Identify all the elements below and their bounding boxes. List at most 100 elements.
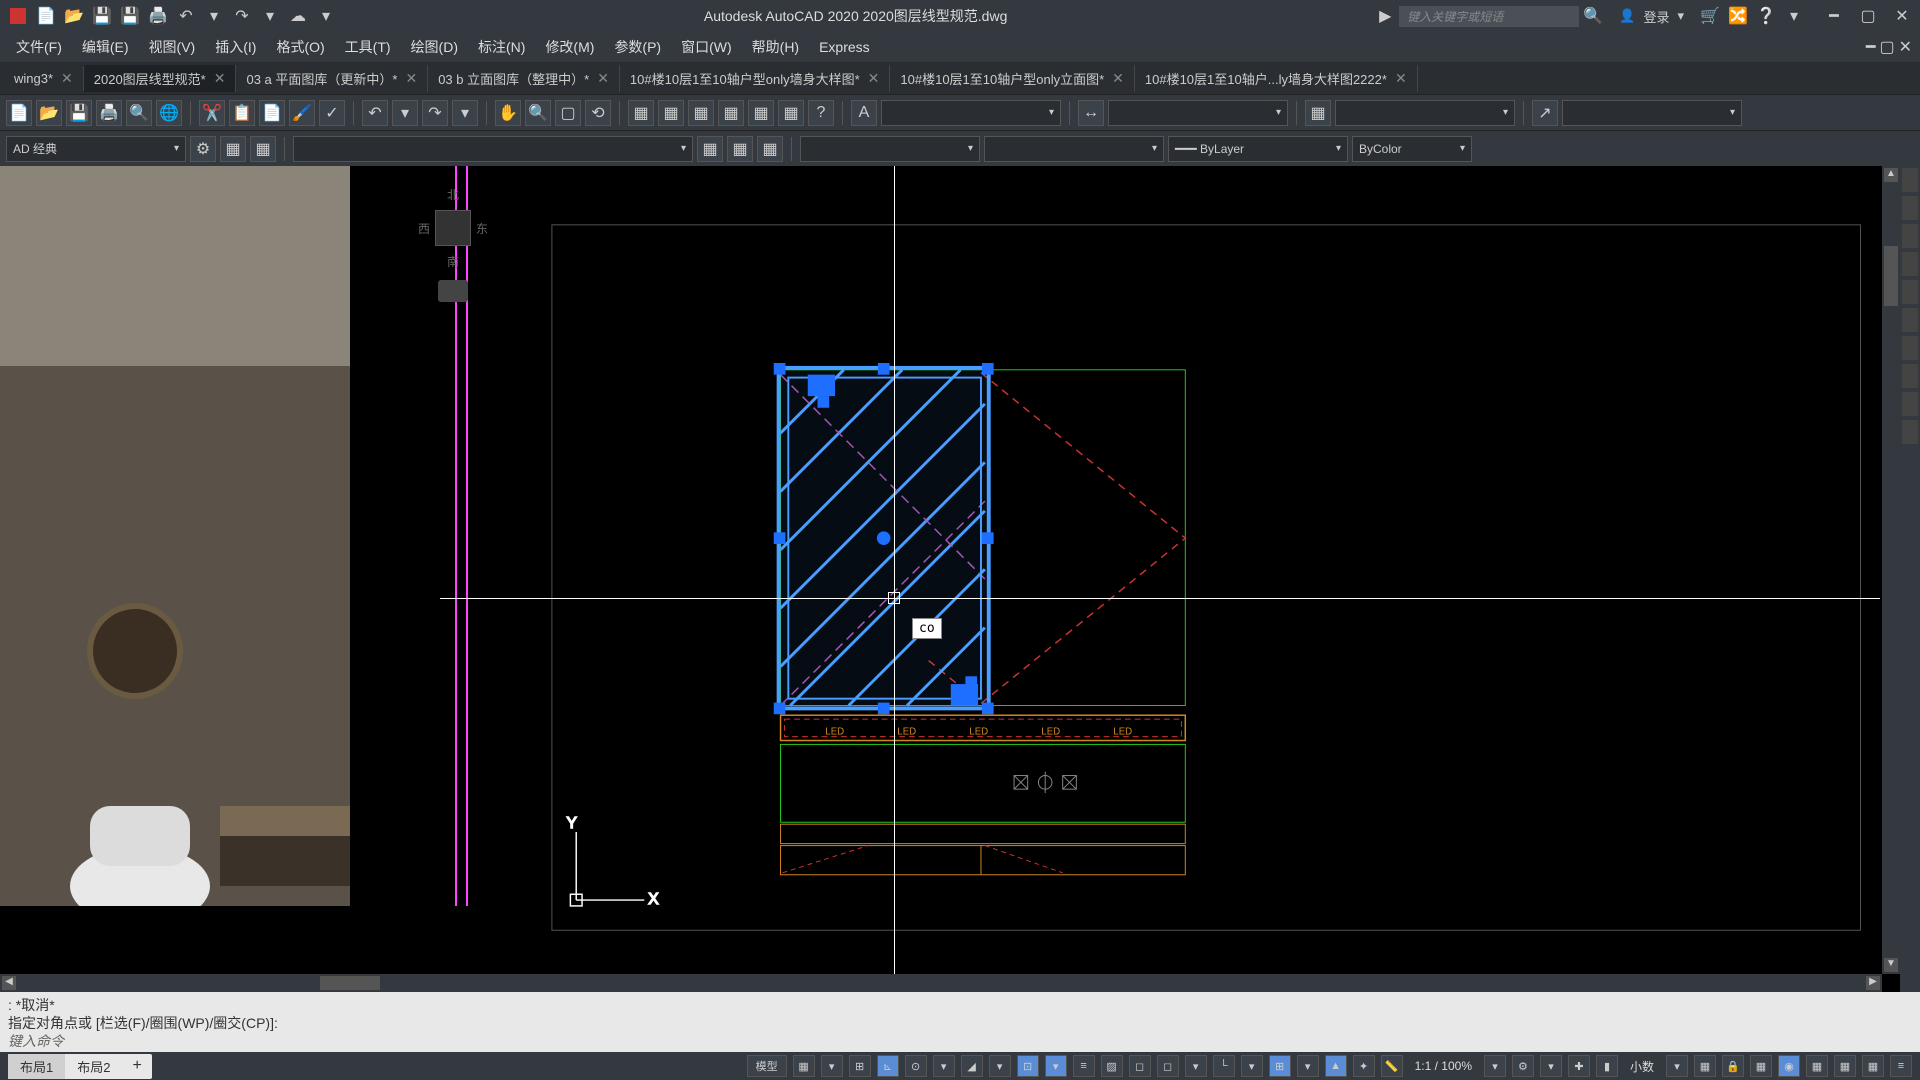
menu-draw[interactable]: 绘图(D) — [403, 33, 466, 61]
exchange-icon[interactable]: 🔀 — [1726, 4, 1750, 28]
preview-btn[interactable]: 🔍 — [126, 100, 152, 126]
table-btn[interactable]: ▦ — [1305, 100, 1331, 126]
tab-close-icon[interactable]: ✕ — [1112, 70, 1124, 87]
undo-dd-icon[interactable]: ▾ — [202, 4, 226, 28]
help-btn[interactable]: ? — [808, 100, 834, 126]
gear-icon[interactable]: ⚙ — [1512, 1055, 1534, 1077]
markup-btn[interactable]: ▦ — [748, 100, 774, 126]
menu-dimension[interactable]: 标注(N) — [470, 33, 533, 61]
saveas-icon[interactable]: 💾 — [118, 4, 142, 28]
layer-iso-btn[interactable]: ▦ — [697, 136, 723, 162]
copy-btn[interactable]: 📋 — [229, 100, 255, 126]
menu-express[interactable]: Express — [811, 35, 878, 59]
lineweight-dropdown[interactable]: ━━━ ByLayer▾ — [1168, 136, 1348, 162]
menu-tools[interactable]: 工具(T) — [337, 33, 399, 61]
tab-4[interactable]: 10#楼10层1至10轴户型only墙身大样图*✕ — [620, 65, 890, 92]
3dosnap-dd-icon[interactable]: ▾ — [1185, 1055, 1207, 1077]
layer-on-btn[interactable]: ▦ — [727, 136, 753, 162]
tab-5[interactable]: 10#楼10层1至10轴户型only立面图*✕ — [890, 65, 1134, 92]
tab-close-icon[interactable]: ✕ — [214, 70, 226, 87]
search-input[interactable]: 键入关键字或短语 — [1399, 6, 1579, 27]
tool-icon[interactable] — [1902, 168, 1918, 192]
gizmo-icon[interactable]: ✦ — [1353, 1055, 1375, 1077]
tab-6[interactable]: 10#楼10层1至10轴户...ly墙身大样图2222*✕ — [1135, 65, 1418, 92]
menu-view[interactable]: 视图(V) — [141, 33, 204, 61]
zoom-label[interactable]: 1:1 / 100% — [1415, 1059, 1472, 1073]
redo-dd-icon[interactable]: ▾ — [258, 4, 282, 28]
bycolor-dropdown[interactable]: ByColor▾ — [1352, 136, 1472, 162]
tool-icon[interactable] — [1902, 308, 1918, 332]
gear-dd-icon[interactable]: ▾ — [1540, 1055, 1562, 1077]
zoom-btn[interactable]: 🔍 — [525, 100, 551, 126]
menu-parametric[interactable]: 参数(P) — [606, 33, 669, 61]
minimize-icon[interactable]: ━ — [1822, 4, 1846, 28]
layer-btn[interactable]: ▦ — [220, 136, 246, 162]
polar-icon[interactable]: ⊙ — [905, 1055, 927, 1077]
zoom-window-btn[interactable]: ▢ — [555, 100, 581, 126]
scroll-left-icon[interactable]: ◀ — [2, 976, 16, 990]
menu-icon[interactable]: ≡ — [1890, 1055, 1912, 1077]
scale-label[interactable]: 小数 — [1630, 1058, 1654, 1075]
menu-file[interactable]: 文件(F) — [8, 33, 70, 61]
undo-btn[interactable]: ↶ — [362, 100, 388, 126]
login-dd[interactable]: ▾ — [1677, 8, 1684, 24]
design-center-btn[interactable]: ▦ — [658, 100, 684, 126]
scroll-thumb[interactable] — [320, 976, 380, 990]
cloud-icon[interactable]: ☁ — [286, 4, 310, 28]
iso-icon[interactable]: ▦ — [1750, 1055, 1772, 1077]
sheet-set-btn[interactable]: ▦ — [718, 100, 744, 126]
linetype-dropdown[interactable]: ▾ — [984, 136, 1164, 162]
app-menu-icon[interactable] — [6, 4, 30, 28]
command-dynamic-input[interactable]: co — [912, 618, 942, 639]
menu-edit[interactable]: 编辑(E) — [74, 33, 137, 61]
tool-icon[interactable] — [1902, 364, 1918, 388]
grid-icon[interactable]: ▦ — [793, 1055, 815, 1077]
scroll-thumb[interactable] — [1884, 246, 1898, 306]
model-btn[interactable]: 模型 — [747, 1055, 787, 1077]
tab-3[interactable]: 03 b 立面图库（整理中）*✕ — [428, 65, 620, 92]
color-dropdown[interactable]: ▾ — [800, 136, 980, 162]
osnap-dd-icon[interactable]: ▾ — [1045, 1055, 1067, 1077]
open-icon[interactable]: 📂 — [62, 4, 86, 28]
layer-btn2[interactable]: ▦ — [250, 136, 276, 162]
redo-dd-btn[interactable]: ▾ — [452, 100, 478, 126]
lock-ui-icon[interactable]: 🔒 — [1722, 1055, 1744, 1077]
annoscale-icon[interactable]: 📏 — [1381, 1055, 1403, 1077]
new-icon[interactable]: 📄 — [34, 4, 58, 28]
tool-icon[interactable] — [1902, 224, 1918, 248]
menu-format[interactable]: 格式(O) — [268, 33, 332, 61]
snap-icon[interactable]: ⊞ — [849, 1055, 871, 1077]
dim-btn[interactable]: ↔ — [1078, 100, 1104, 126]
tool-icon[interactable] — [1902, 420, 1918, 444]
undo-icon[interactable]: ↶ — [174, 4, 198, 28]
tool-icon[interactable] — [1902, 252, 1918, 276]
workspace-dropdown[interactable]: AD 经典▾ — [6, 136, 186, 162]
tab-close-icon[interactable]: ✕ — [405, 70, 417, 87]
menu-help[interactable]: 帮助(H) — [744, 33, 807, 61]
redo-icon[interactable]: ↷ — [230, 4, 254, 28]
tab-1[interactable]: 2020图层线型规范*✕ — [84, 65, 237, 92]
tab-close-icon[interactable]: ✕ — [597, 70, 609, 87]
open-btn[interactable]: 📂 — [36, 100, 62, 126]
tab-close-icon[interactable]: ✕ — [1395, 70, 1407, 87]
search-icon[interactable]: 🔍 — [1581, 4, 1605, 28]
tool-icon[interactable] — [1902, 336, 1918, 360]
textstyle-dropdown[interactable]: ▾ — [881, 100, 1061, 126]
zoom-dd-icon[interactable]: ▾ — [1484, 1055, 1506, 1077]
polar-dd-icon[interactable]: ▾ — [933, 1055, 955, 1077]
props-btn[interactable]: ▦ — [628, 100, 654, 126]
lineweight-icon[interactable]: ≡ — [1073, 1055, 1095, 1077]
doc-minimize-icon[interactable]: ━ — [1866, 37, 1876, 57]
print-btn[interactable]: 🖨️ — [96, 100, 122, 126]
isodraft-icon[interactable]: ◢ — [961, 1055, 983, 1077]
target-icon[interactable]: ✚ — [1568, 1055, 1590, 1077]
clean-icon[interactable]: ▦ — [1806, 1055, 1828, 1077]
scroll-down-icon[interactable]: ▼ — [1884, 958, 1898, 972]
help-icon[interactable]: ❔ — [1754, 4, 1778, 28]
cycle-icon[interactable]: ◻ — [1129, 1055, 1151, 1077]
textstyle-btn[interactable]: A — [851, 100, 877, 126]
save-icon[interactable]: 💾 — [90, 4, 114, 28]
layout-tab[interactable]: 布局1 — [8, 1054, 65, 1079]
calc-btn[interactable]: ▦ — [778, 100, 804, 126]
new-btn[interactable]: 📄 — [6, 100, 32, 126]
